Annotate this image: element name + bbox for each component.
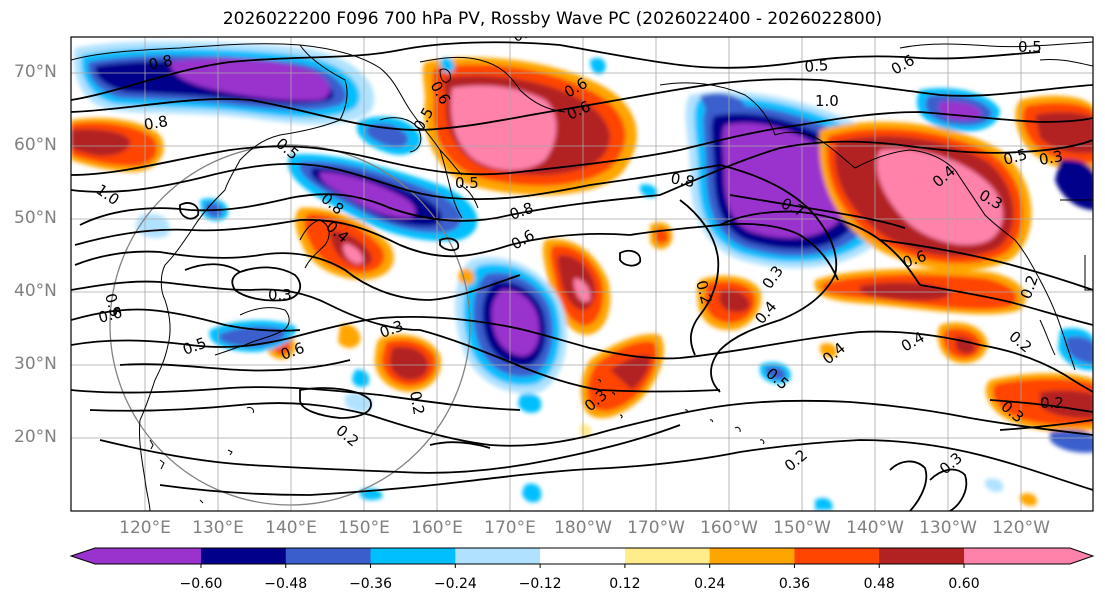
contour-label: 0.2 bbox=[406, 390, 428, 417]
lon-label: 140°W bbox=[846, 518, 904, 538]
colorbar-cell bbox=[794, 548, 880, 564]
contour-label: 1.0 bbox=[815, 92, 839, 110]
pv-contours bbox=[71, 41, 1093, 511]
map-frame bbox=[70, 36, 1094, 512]
colorbar-tick-label: −0.48 bbox=[264, 576, 308, 592]
colorbar-tick-label: −0.24 bbox=[433, 576, 477, 592]
lat-label: 40°N bbox=[14, 281, 57, 301]
colorbar-extend-high bbox=[1070, 548, 1093, 564]
lon-label: 160°E bbox=[411, 518, 463, 538]
colorbar-tick-label: −0.36 bbox=[349, 576, 392, 592]
map-area: 0.8 0.8 0.8 0.6 0.6 0.5 0.5 0.5 0.5 0.6 … bbox=[71, 21, 1093, 511]
lat-label: 50°N bbox=[14, 208, 57, 228]
colorbar-cell bbox=[370, 548, 456, 564]
contour-label: 0.5 bbox=[1001, 145, 1029, 169]
lon-label: 170°W bbox=[627, 518, 685, 538]
lat-label: 60°N bbox=[14, 135, 57, 155]
colorbar-cell bbox=[200, 548, 287, 564]
colorbar-cell bbox=[455, 548, 541, 564]
contour-label: 0.2 bbox=[1040, 394, 1064, 412]
colorbar-cell bbox=[709, 548, 795, 564]
colorbar-cell bbox=[879, 548, 965, 564]
contour-label: 0.5 bbox=[455, 174, 479, 192]
contour-label: 0.6 bbox=[96, 303, 124, 327]
lon-label: 120°E bbox=[119, 518, 171, 538]
colorbar-tick-label: 0.48 bbox=[863, 576, 895, 592]
lon-label: 170°E bbox=[484, 518, 536, 538]
islands bbox=[149, 68, 765, 504]
lon-label: 160°W bbox=[700, 518, 758, 538]
colorbar-tick-label: 0.24 bbox=[694, 576, 726, 592]
colorbar-tick-label: −0.12 bbox=[518, 576, 562, 592]
colorbar-cell bbox=[95, 548, 202, 564]
lon-label: 120°W bbox=[992, 518, 1050, 538]
contour-label: 0.8 bbox=[147, 51, 174, 74]
lat-label: 20°N bbox=[14, 427, 57, 447]
colorbar-cell bbox=[624, 548, 711, 564]
contour-label: 0.3 bbox=[268, 286, 292, 304]
lon-label: 130°W bbox=[919, 518, 977, 538]
lon-label: 150°E bbox=[338, 518, 390, 538]
lon-label: 150°W bbox=[773, 518, 831, 538]
contour-label: 0.5 bbox=[804, 56, 829, 76]
lat-label: 70°N bbox=[14, 62, 57, 82]
colorbar-tick-label: 0.36 bbox=[778, 576, 811, 592]
colorbar-cell bbox=[540, 548, 626, 564]
contour-label: 0.5 bbox=[101, 291, 125, 319]
gridlines bbox=[71, 37, 1093, 511]
contour-label: 0.5 bbox=[510, 21, 539, 46]
colorbar-tick-label: 0.12 bbox=[609, 576, 641, 592]
lon-label: 130°E bbox=[192, 518, 244, 538]
contour-label: 0.2 bbox=[692, 278, 716, 306]
colorbar-tick-label: −0.60 bbox=[179, 576, 223, 592]
contour-label: 0.3 bbox=[1038, 147, 1065, 169]
contour-label: 0.5 bbox=[1018, 38, 1042, 56]
lat-label: 30°N bbox=[14, 354, 57, 374]
contour-label: 0.8 bbox=[669, 169, 696, 191]
contour-label: 0.8 bbox=[143, 112, 170, 134]
colorbar-tick-label: 0.60 bbox=[948, 576, 980, 592]
lon-label: 140°E bbox=[265, 518, 317, 538]
chart-title: 2026022200 F096 700 hPa PV, Rossby Wave … bbox=[222, 9, 883, 29]
colorbar-cell bbox=[964, 548, 1071, 564]
colorbar-extend-low bbox=[71, 548, 95, 564]
colorbar-cell bbox=[285, 548, 372, 564]
lon-label: 180°W bbox=[554, 518, 612, 538]
reference-circle bbox=[109, 144, 471, 506]
